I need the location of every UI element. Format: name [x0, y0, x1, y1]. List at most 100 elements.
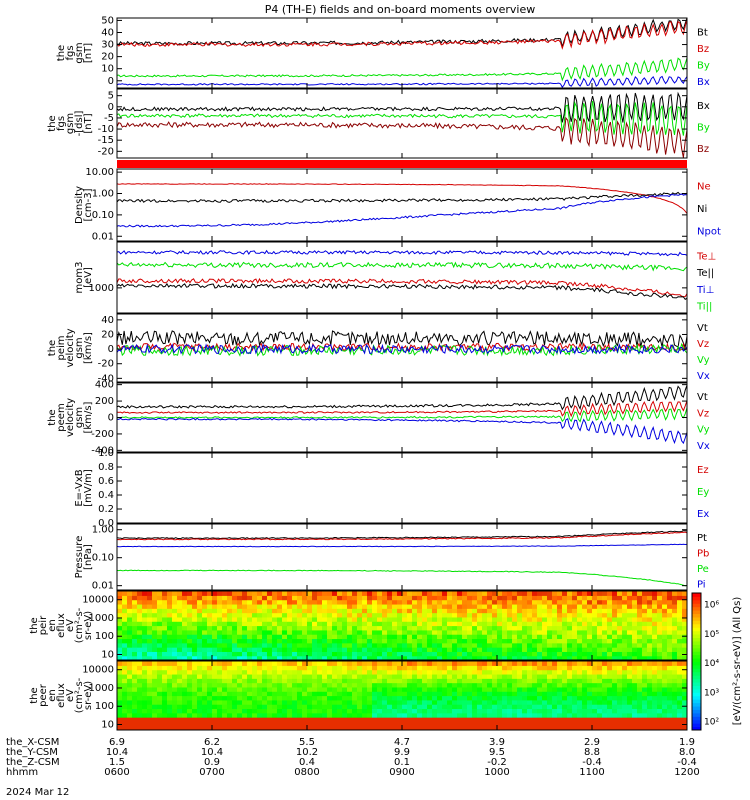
ytick-efield: 0.6: [98, 476, 114, 487]
series-density-0: [117, 183, 687, 214]
ytick-fgs_gsm: 0: [108, 76, 114, 87]
xaxis-value: 10.2: [296, 747, 318, 758]
legend-fgs_gsm-0: Bt: [697, 27, 708, 38]
ylabel-density: [cm-3]: [83, 188, 94, 221]
xaxis-value: 9.9: [394, 747, 410, 758]
ytick-peer_spec: 10000: [82, 665, 114, 676]
series-density-2: [117, 193, 687, 228]
ylabel-peer_spec: eV: [65, 689, 76, 702]
ylabel-pressure: Pressure: [74, 536, 85, 579]
ytick-density: 0.01: [92, 231, 114, 242]
ylabel-peer_spec: the: [29, 687, 40, 703]
xaxis-value: 6.9: [109, 737, 125, 748]
legend-pressure-3: Pi: [697, 579, 706, 590]
series-fgs_gsm-1: [117, 19, 687, 50]
xaxis-value: 1.9: [679, 737, 695, 748]
ytick-efield: 0.0: [98, 518, 114, 529]
ylabel-peim_velocity: gsm: [74, 337, 85, 358]
ylabel-temperature: mom3: [74, 262, 85, 294]
ylabel-peim_velocity: [km/s]: [83, 332, 94, 364]
panel-density: Density[cm-3] Ne Ni Npot 10.00 1.00 0.10 0.01: [74, 167, 721, 242]
ytick-fgs_dsl: -20: [98, 146, 114, 157]
legend-fgs_gsm-1: Bz: [697, 44, 709, 55]
xaxis-value: -0.4: [677, 757, 697, 768]
xaxis-value: 1200: [674, 767, 699, 778]
xaxis-value: -0.2: [487, 757, 507, 768]
xaxis-value: 9.5: [489, 747, 505, 758]
ylabel-efield: E=-VxB: [74, 469, 85, 506]
ytick-peim_velocity: -40: [98, 373, 114, 384]
colorbar: 10⁶ 10⁵ 10⁴ 10³ 10² [eV/(cm²-s-sr-eV)] (All Q…: [691, 592, 743, 731]
xaxis-row-label: the_Y-CSM: [6, 747, 58, 758]
legend-peim_velocity-2: Vy: [697, 355, 710, 366]
ytick-peir_spec: 10000: [82, 595, 114, 606]
legend-pressure-0: Pt: [697, 533, 707, 544]
ylabel-peem_velocity: the: [47, 409, 58, 425]
ylabel-peem_velocity: [km/s]: [83, 401, 94, 433]
legend-temperature-3: Ti||: [696, 302, 712, 313]
ylabel-density: Density: [74, 186, 85, 224]
ylabel-peir_spec: peir: [38, 615, 49, 635]
ytick-peim_velocity: -20: [98, 359, 114, 370]
ytick-peir_spec: 1000: [89, 613, 114, 624]
series-pressure-2: [117, 569, 687, 587]
ytick-peem_velocity: 0: [108, 413, 114, 424]
xaxis-value: 10.4: [106, 747, 128, 758]
panel-temperature: mom3[eV] Te⊥ Te|| Ti⊥ Ti|| 1000: [74, 241, 716, 314]
legend-temperature-0: Te⊥: [696, 251, 716, 262]
ytick-temperature: 1000: [89, 283, 114, 294]
legend-temperature-1: Te||: [696, 268, 714, 279]
series-pressure-3: [117, 543, 687, 548]
ytick-efield: 1.0: [98, 448, 114, 459]
xaxis-value: 0800: [294, 767, 319, 778]
series-pressure-1: [117, 531, 687, 541]
ytick-fgs_gsm: 20: [101, 52, 114, 63]
xaxis-value: 2.9: [584, 737, 600, 748]
colorbar-tick: 10⁶: [704, 601, 719, 611]
ytick-density: 10.00: [85, 167, 114, 178]
series-density-1: [117, 191, 687, 203]
legend-efield-1: Ey: [697, 487, 709, 498]
legend-fgs_gsm-3: Bx: [697, 77, 710, 88]
xaxis-value: 0700: [199, 767, 224, 778]
ytick-peem_velocity: -400: [91, 445, 114, 456]
ylabel-peim_velocity: the: [47, 340, 58, 356]
legend-density-0: Ne: [697, 181, 711, 192]
ylabel-peer_spec: en: [47, 689, 58, 702]
date-label: 2024 Mar 12: [6, 787, 69, 798]
ytick-fgs_gsm: 30: [101, 40, 114, 51]
ytick-pressure: 1.00: [92, 525, 114, 536]
legend-density-2: Npot: [697, 227, 721, 238]
colorbar-tick: 10³: [704, 688, 719, 698]
time-axis: the_X-CSM 6.9 6.2 5.5 4.7 3.9 2.9 1.9 the_Y-CSM 1…: [6, 737, 700, 778]
legend-fgs_dsl-0: Bx: [697, 101, 710, 112]
legend-peem_velocity-0: Vt: [697, 392, 708, 403]
ylabel-peir_spec: eV: [65, 619, 76, 632]
xaxis-row-label: the_X-CSM: [6, 737, 59, 748]
ylabel-temperature: [eV]: [83, 267, 94, 288]
ylabel-peir_spec: eflux: [56, 613, 67, 638]
ylabel-peer_spec: (cm²-s-: [74, 677, 85, 713]
ytick-peir_spec: 100: [95, 631, 114, 642]
colorbar-label: [eV/(cm²-s-sr-eV)] (All Qs): [732, 597, 743, 726]
colorbar-tick: 10²: [704, 718, 719, 728]
xaxis-value: 4.7: [394, 737, 410, 748]
ylabel-peir_spec: sr-eV): [83, 611, 94, 640]
series-peem_velocity-2: [117, 407, 687, 423]
ytick-efield: 0.2: [98, 504, 114, 515]
status-bar: [117, 160, 687, 168]
ytick-fgs_dsl: 0: [108, 102, 114, 113]
legend-fgs_dsl-2: Bz: [697, 144, 709, 155]
ylabel-fgs_dsl: [nT]: [83, 113, 94, 133]
xaxis-value: 5.5: [299, 737, 315, 748]
ytick-peer_spec: 10: [101, 720, 114, 731]
xaxis-value: 1.5: [109, 757, 125, 768]
chart-title: P4 (TH-E) fields and on-board moments ov…: [265, 3, 536, 16]
panel-efield: E=-VxB[mV/m] Ez Ey Ex 1.0 0.8 0.6 0.4 0.2 0.0: [74, 448, 709, 529]
colorbar-tick: 10⁴: [704, 659, 719, 669]
legend-peem_velocity-3: Vx: [697, 441, 710, 452]
ytick-peer_spec: 100: [95, 701, 114, 712]
ylabel-peir_spec: (cm²-s-: [74, 607, 85, 643]
